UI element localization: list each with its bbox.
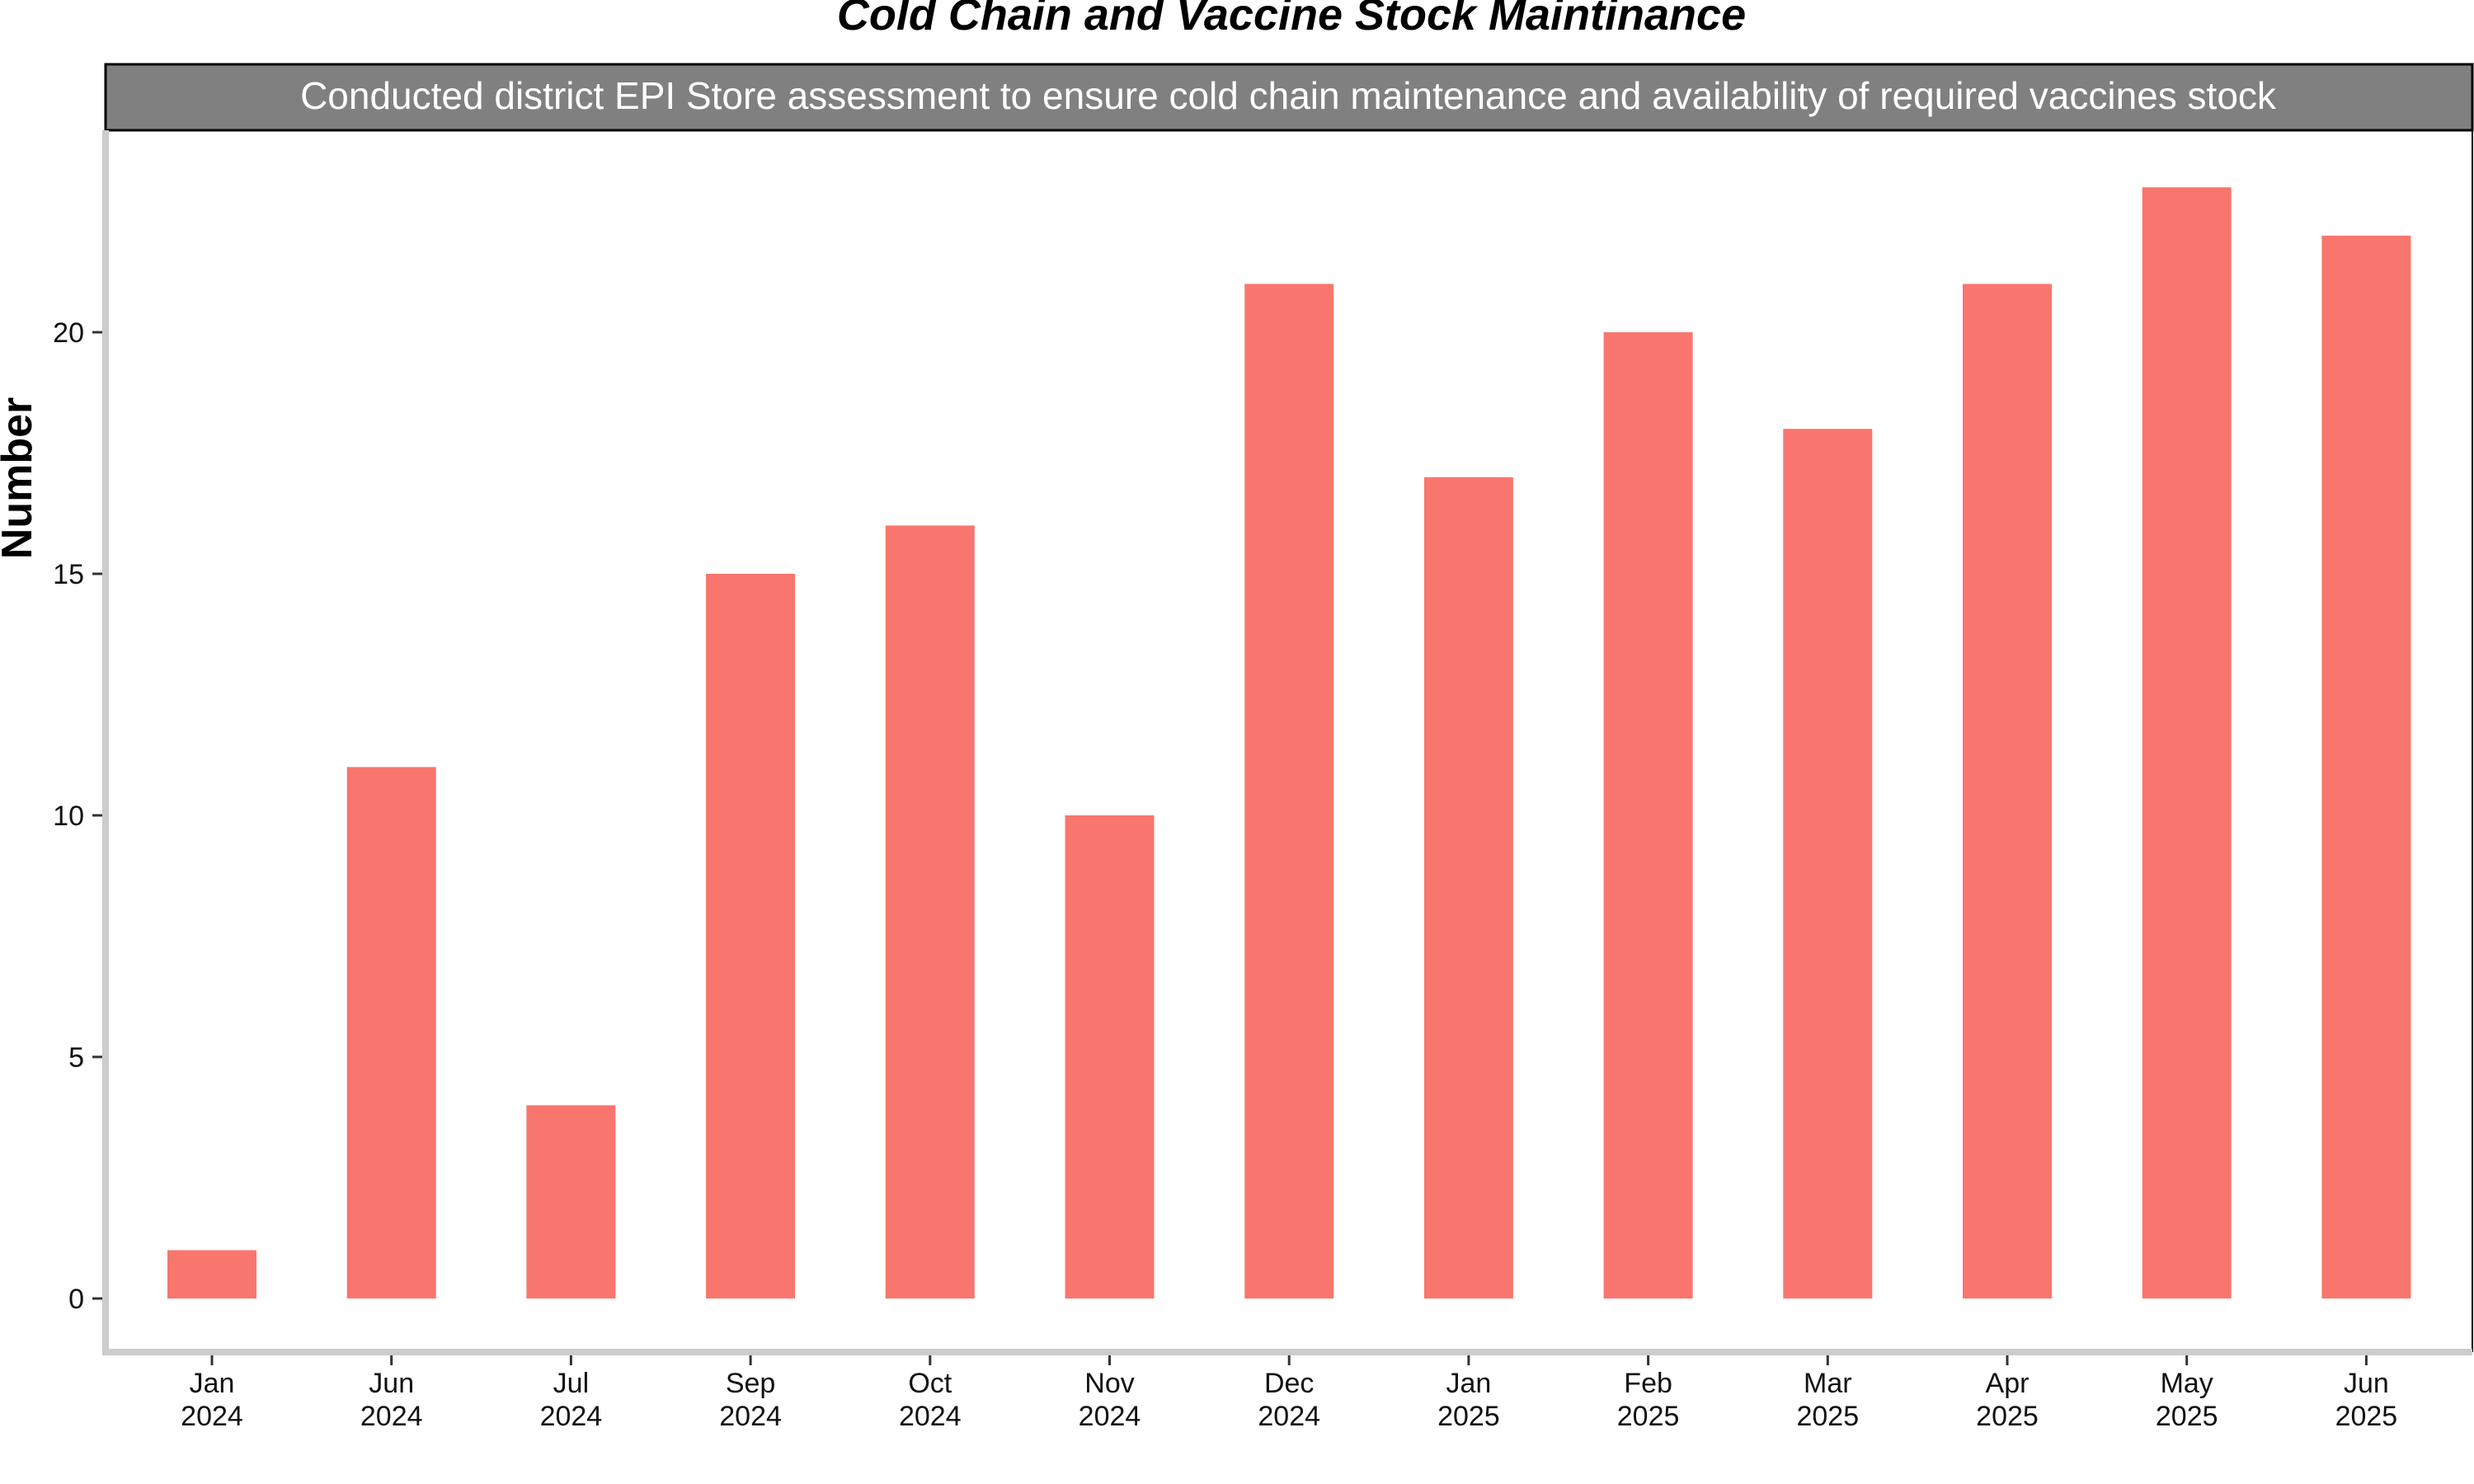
bar-dec-2024 [1244, 284, 1334, 1298]
x-tick-label: Nov 2024 [1079, 1368, 1141, 1432]
bar-jun-2025 [2321, 235, 2411, 1298]
x-tick-year: 2025 [1976, 1401, 2039, 1432]
x-tick-year: 2025 [2335, 1401, 2398, 1432]
x-tick-month: Apr [1986, 1368, 2030, 1399]
bar-oct-2024 [885, 525, 975, 1298]
bar-jun-2024 [346, 767, 436, 1298]
x-tick-label: Apr 2025 [1976, 1368, 2039, 1432]
x-tick-month: Oct [908, 1368, 952, 1399]
bar-mar-2025 [1783, 429, 1873, 1299]
y-axis-ticks: 0 5 10 15 20 [53, 317, 102, 1315]
y-axis-title: Number [0, 397, 41, 559]
x-tick-label: Jan 2024 [181, 1368, 243, 1432]
x-tick-month: Sep [726, 1368, 776, 1399]
x-tick-year: 2024 [1079, 1401, 1141, 1432]
x-tick-year: 2024 [540, 1401, 603, 1432]
x-tick-label: May 2025 [2156, 1368, 2218, 1432]
bar-nov-2024 [1065, 815, 1155, 1298]
x-tick-year: 2024 [719, 1401, 782, 1432]
x-tick-month: Feb [1624, 1368, 1672, 1399]
x-tick-year: 2025 [1617, 1401, 1680, 1432]
x-tick-month: Jun [2344, 1368, 2389, 1399]
x-tick-label: Jun 2025 [2335, 1368, 2398, 1432]
x-tick-year: 2024 [181, 1401, 243, 1432]
x-tick-month: Jan [190, 1368, 235, 1399]
bar-may-2025 [2142, 187, 2232, 1299]
x-tick-label: Mar 2025 [1796, 1368, 1859, 1432]
x-tick-month: Jul [553, 1368, 589, 1399]
x-tick-year: 2024 [1258, 1401, 1320, 1432]
x-tick-label: Jul 2024 [540, 1368, 603, 1432]
y-tick-label: 10 [53, 801, 84, 832]
facet-strip [104, 63, 2474, 132]
bar-jul-2024 [526, 1105, 616, 1298]
x-tick-month: Jun [369, 1368, 414, 1399]
x-tick-month: Jan [1446, 1368, 1491, 1399]
bar-sep-2024 [706, 574, 796, 1298]
x-tick-label: Oct 2024 [899, 1368, 962, 1432]
bar-apr-2025 [1963, 284, 2052, 1298]
x-tick-label: Feb 2025 [1617, 1368, 1680, 1432]
facet-strip-label: Conducted district EPI Store assessment … [300, 74, 2277, 117]
y-tick-label: 5 [68, 1042, 84, 1073]
x-tick-year: 2025 [1796, 1401, 1859, 1432]
bar-jan-2024 [167, 1250, 256, 1298]
y-tick-label: 0 [68, 1284, 84, 1315]
x-tick-year: 2024 [899, 1401, 962, 1432]
x-tick-label: Jan 2025 [1437, 1368, 1500, 1432]
x-tick-label: Jun 2024 [360, 1368, 423, 1432]
x-tick-label: Sep 2024 [719, 1368, 782, 1432]
bar-feb-2025 [1603, 332, 1693, 1298]
bar-jan-2025 [1423, 477, 1513, 1298]
y-tick-label: 15 [53, 559, 84, 590]
chart-title: Cold Chain and Vaccine Stock Maintinance [837, 0, 1746, 40]
x-tick-month: May [2161, 1368, 2213, 1399]
x-tick-month: Dec [1264, 1368, 1314, 1399]
x-tick-label: Dec 2024 [1258, 1368, 1320, 1432]
x-tick-year: 2024 [360, 1401, 423, 1432]
x-tick-year: 2025 [2156, 1401, 2218, 1432]
x-tick-month: Mar [1804, 1368, 1852, 1399]
bars-group [167, 187, 2411, 1299]
x-tick-year: 2025 [1437, 1401, 1500, 1432]
x-tick-month: Nov [1084, 1368, 1134, 1399]
y-tick-label: 20 [53, 317, 84, 349]
